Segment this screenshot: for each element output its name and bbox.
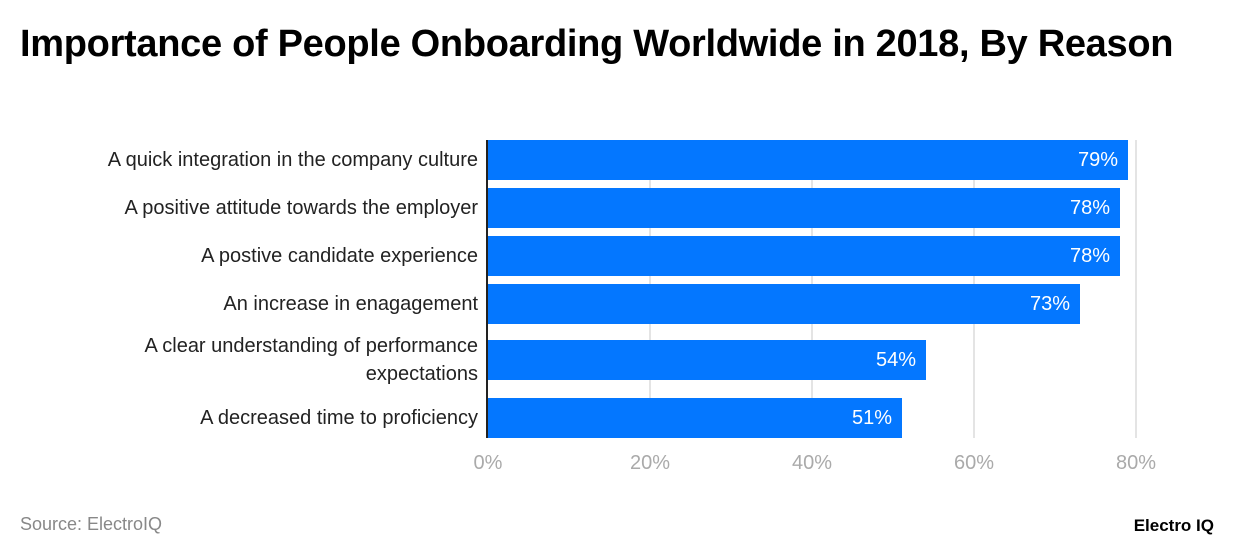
bar: 54% — [488, 340, 926, 380]
y-axis-line — [486, 140, 488, 438]
x-tick-label: 60% — [953, 452, 995, 474]
category-label: A positive attitude towards the employer — [124, 197, 478, 219]
bar-value-label: 79% — [1077, 149, 1118, 171]
category-label: A decreased time to proficiency — [200, 407, 478, 429]
bar-value-label: 78% — [1069, 245, 1110, 267]
bar-value-label: 78% — [1069, 197, 1110, 219]
bar: 79% — [488, 140, 1128, 180]
x-tick-label: 40% — [791, 452, 833, 474]
bar: 78% — [488, 236, 1120, 276]
bar: 51% — [488, 398, 902, 438]
category-label: A clear understanding of performance exp… — [144, 335, 478, 385]
bar: 73% — [488, 284, 1080, 324]
category-label: A quick integration in the company cultu… — [107, 149, 478, 171]
x-tick-label: 0% — [473, 452, 503, 474]
bar-value-label: 51% — [851, 407, 892, 429]
x-tick-label: 20% — [629, 452, 671, 474]
brand-logo: Electro IQ — [1133, 516, 1214, 535]
chart-title: Importance of People Onboarding Worldwid… — [20, 23, 1174, 65]
source-note: Source: ElectroIQ — [20, 514, 163, 534]
category-label: A postive candidate experience — [201, 245, 478, 267]
bar: 78% — [488, 188, 1120, 228]
category-label: An increase in enagagement — [223, 293, 478, 315]
gridline-80 — [1135, 140, 1137, 438]
bar-value-label: 73% — [1029, 293, 1070, 315]
bar-value-label: 54% — [875, 349, 916, 371]
x-tick-label: 80% — [1115, 452, 1157, 474]
